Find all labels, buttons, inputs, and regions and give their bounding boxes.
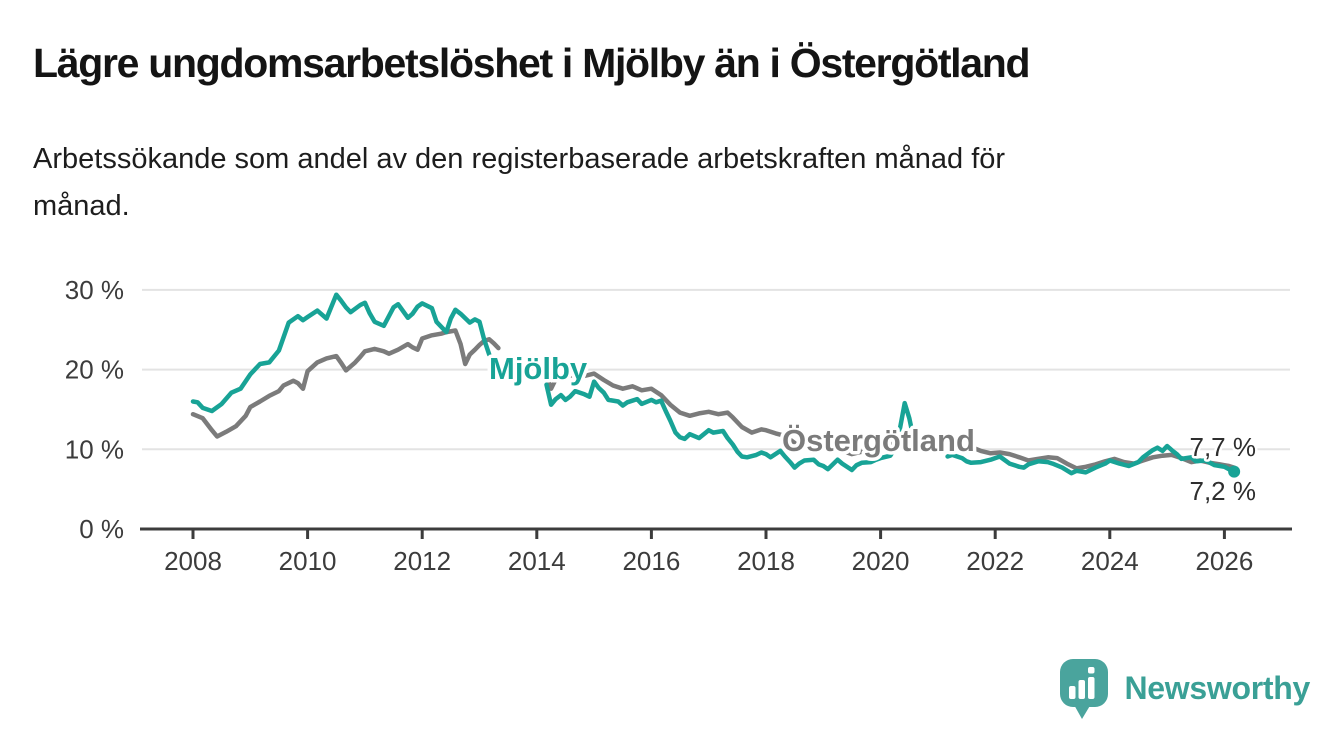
y-tick-label-30: 30 %	[65, 275, 124, 305]
line-chart: 30 % 20 % 10 % 0 % 2008 2010 2012 2014 2016 2018 2…	[65, 275, 1292, 576]
mjolby-line-segment-2	[544, 379, 917, 473]
y-tick-label-20: 20 %	[65, 355, 124, 385]
chart-subtitle: Arbetssökande som andel av den registerb…	[33, 143, 1006, 222]
ostergotland-line-segment-1	[190, 328, 501, 439]
newsworthy-branding: Newsworthy	[1058, 652, 1311, 724]
mjolby-line-segment-3	[945, 443, 1237, 476]
newsworthy-logo-text: Newsworthy	[1124, 669, 1311, 706]
x-tick-label-2010: 2010	[279, 546, 337, 576]
x-tick-label-2022: 2022	[966, 546, 1024, 576]
x-tick-label-2012: 2012	[393, 546, 451, 576]
end-value-annotation-2: 7,2 %	[1190, 476, 1257, 506]
x-tick-label-2020: 2020	[852, 546, 910, 576]
end-value-annotation-1: 7,7 %	[1190, 432, 1257, 462]
x-tick-label-2016: 2016	[622, 546, 680, 576]
ostergotland-line-segment-2	[544, 371, 907, 457]
y-tick-label-10: 10 %	[65, 434, 124, 464]
mjolby-end-dot	[1228, 465, 1241, 478]
x-tick-label-2026: 2026	[1195, 546, 1253, 576]
mjolby-line-segment-1	[190, 292, 492, 414]
x-tick-label-2024: 2024	[1081, 546, 1139, 576]
x-tick-label-2008: 2008	[164, 546, 222, 576]
mjolby-series-label: Mjölby	[489, 351, 588, 386]
newsworthy-logo-icon	[1059, 659, 1108, 719]
y-tick-label-0: 0 %	[79, 514, 124, 544]
x-tick-label-2018: 2018	[737, 546, 795, 576]
page-title: Lägre ungdomsarbetslöshet i Mjölby än i …	[33, 40, 1031, 86]
ostergotland-series-label: Östergötland	[782, 423, 975, 458]
x-tick-label-2014: 2014	[508, 546, 566, 576]
